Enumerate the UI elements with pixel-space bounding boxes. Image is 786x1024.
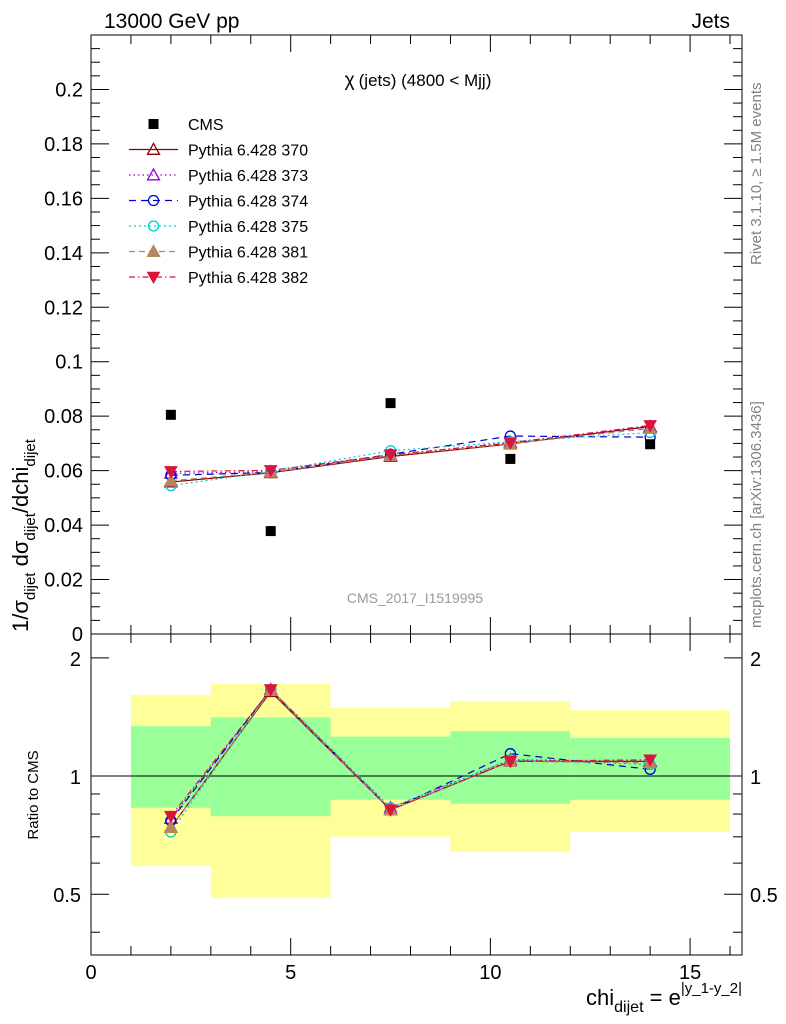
- cms-data-point: [165, 409, 176, 420]
- y-tick-label: 0.1: [55, 352, 83, 374]
- main-series-point: [263, 465, 278, 478]
- x-tick-label: 15: [679, 962, 701, 984]
- main-ylabel: 1/σdijet dσdijet/dchidijet: [8, 438, 39, 632]
- ylabel-sub-2: dijet: [22, 512, 39, 540]
- ratio-y-tick-label-left: 0.5: [53, 885, 81, 907]
- main-series-point: [383, 449, 398, 462]
- y-tick-label: 0.16: [44, 188, 83, 210]
- main-series-point: [164, 466, 178, 479]
- ratio-plot-frame: 0.5 0.5 1 1 2 2 0 5 10 15: [53, 633, 778, 984]
- y-tick-label: 0.02: [44, 570, 83, 592]
- y-tick-label: 0.14: [44, 243, 83, 265]
- main-plot-frame: 0 0.02 0.04 0.06 0.08 0.1 0.12 0.14 0.16 0.18 0.2: [44, 34, 743, 646]
- ratio-series-point: [383, 804, 398, 817]
- ratio-y-tick-label-right: 2: [750, 649, 761, 671]
- legend-marker: [146, 244, 161, 257]
- frame-border: [90, 633, 743, 956]
- legend-label: Pythia 6.428 381: [188, 245, 308, 262]
- y-tick-label: 0.18: [44, 134, 83, 156]
- ratio-y-tick-label-right: 0.5: [750, 885, 778, 907]
- ratio-series-point: [643, 754, 657, 767]
- legend-label: Pythia 6.428 370: [188, 143, 308, 160]
- ylabel-sub-3: dijet: [22, 438, 39, 466]
- legend-marker: [146, 271, 161, 285]
- rivet-side-label: Rivet 3.1.10, ≥ 1.5M events: [748, 83, 765, 266]
- cms-data-point: [265, 526, 276, 537]
- legend: CMS Pythia 6.428 370 Pythia 6.428 373 Pythi…: [129, 117, 308, 287]
- legend-marker: [146, 167, 161, 181]
- xlabel-sup: |y_1-y_2|: [681, 980, 742, 997]
- legend-marker: [147, 194, 160, 207]
- main-series-point: [643, 420, 657, 433]
- ylabel-mid: dσ: [8, 540, 33, 572]
- y-tick-label: 0: [72, 624, 83, 646]
- cms-data-point: [505, 453, 516, 464]
- x-tick-label: 10: [479, 962, 501, 984]
- main-chart-title: χ (jets) (4800 < Mjj): [345, 70, 492, 91]
- ratio-series-markers: [163, 682, 658, 838]
- legend-marker: [148, 119, 159, 129]
- inner-band-bin: [130, 726, 211, 808]
- ylabel-sub-1: dijet: [22, 572, 39, 600]
- header-left-title: 13000 GeV pp: [104, 10, 239, 33]
- x-axis-label: chidijet = e|y_1-y_2|: [586, 980, 742, 1016]
- y-tick-label: 0.06: [44, 461, 83, 483]
- cms-data-markers: [165, 398, 656, 537]
- legend-label: Pythia 6.428 382: [188, 270, 308, 287]
- ratio-series-point: [163, 820, 178, 833]
- legend-label: Pythia 6.428 375: [188, 219, 308, 236]
- x-tick-label: 0: [85, 962, 96, 984]
- main-series-line: [170, 424, 651, 473]
- legend-marker: [146, 142, 161, 155]
- y-tick-label: 0.04: [44, 515, 83, 537]
- main-series-point: [163, 473, 178, 487]
- y-tick-label: 0.2: [55, 79, 83, 101]
- main-watermark: CMS_2017_I1519995: [347, 590, 483, 606]
- xlabel-eq: = e: [644, 985, 681, 1010]
- ratio-y-tick-label-left: 1: [70, 767, 81, 789]
- mcplots-side-label: mcplots.cern.ch [arXiv:1306.3436]: [748, 401, 765, 628]
- legend-label: Pythia 6.428 373: [188, 168, 308, 185]
- labels: 13000 GeV pp Jets χ (jets) (4800 < Mjj) C…: [8, 10, 765, 1016]
- y-tick-label: 0.12: [44, 297, 83, 319]
- main-series-line: [170, 435, 651, 476]
- main-series-line: [170, 431, 651, 487]
- ratio-series-point: [263, 684, 278, 697]
- title-chi-symbol: χ: [345, 70, 355, 91]
- ratio-series-point: [164, 810, 178, 824]
- ylabel-end: /dchi: [8, 467, 33, 513]
- x-tick-label: 5: [285, 962, 296, 984]
- ratio-series-line: [170, 688, 651, 821]
- ratio-ylabel: Ratio to CMS: [25, 750, 42, 839]
- header-right-title: Jets: [691, 10, 730, 33]
- legend-label: CMS: [188, 117, 224, 134]
- y-tick-label: 0.08: [44, 406, 83, 428]
- cms-data-point: [385, 398, 396, 409]
- inner-band-bin: [210, 717, 331, 817]
- main-series-lines: [170, 424, 651, 487]
- ratio-y-tick-label-left: 2: [70, 649, 81, 671]
- title-rest: (jets) (4800 < Mjj): [359, 71, 492, 90]
- ratio-series-line: [170, 689, 651, 828]
- legend-marker: [147, 220, 160, 232]
- ratio-y-tick-label-right: 1: [750, 767, 761, 789]
- main-series-point: [503, 437, 518, 450]
- ratio-series-point: [503, 756, 518, 769]
- xlabel-sub: dijet: [614, 999, 644, 1016]
- main-series-markers: [163, 419, 658, 492]
- legend-label: Pythia 6.428 374: [188, 194, 308, 211]
- cms-data-point: [645, 439, 656, 450]
